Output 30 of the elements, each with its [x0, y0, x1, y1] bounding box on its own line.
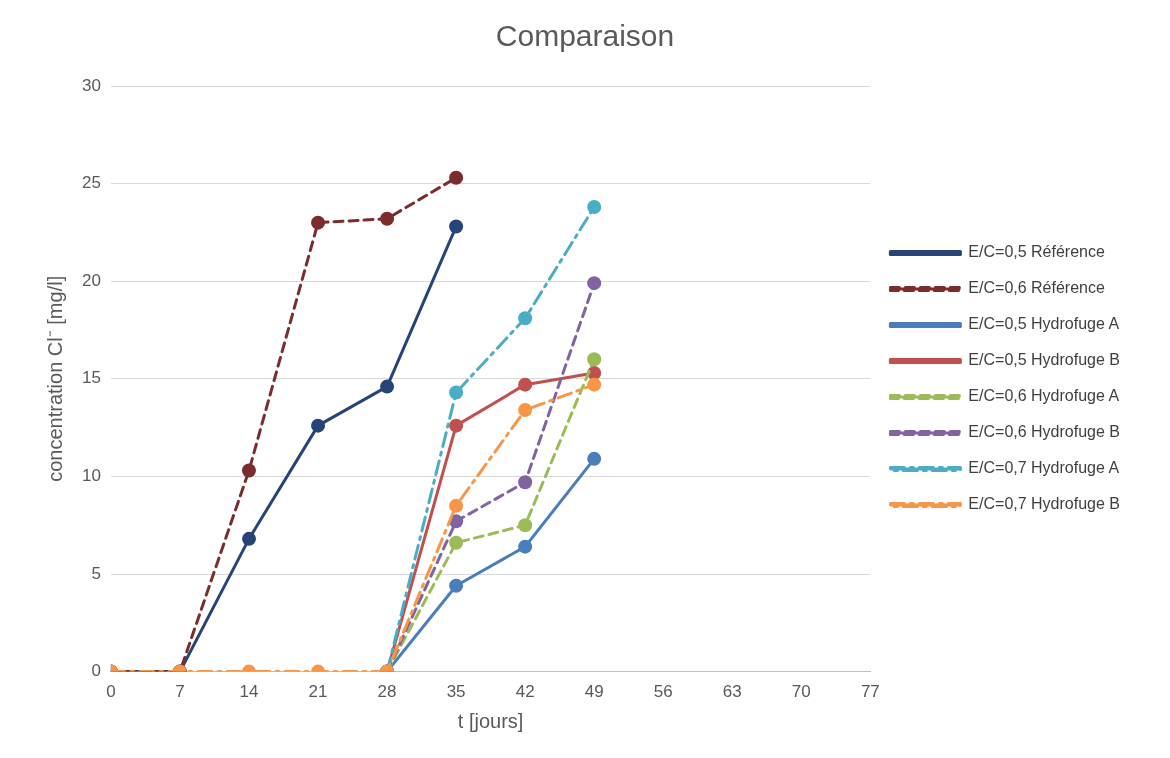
y-tick-label: 15 [81, 368, 101, 388]
x-tick-label: 7 [175, 682, 185, 702]
x-tick-label: 77 [860, 682, 880, 702]
y-axis-title: concentration Cl⁻ [mg/l] [43, 275, 66, 482]
legend-label: E/C=0,5 Hydrofuge A [968, 315, 1120, 333]
x-tick-label: 63 [722, 682, 742, 702]
x-tick-label: 70 [791, 682, 811, 702]
y-tick-label: 25 [81, 173, 101, 193]
x-tick-label: 28 [377, 682, 397, 702]
chart-title: Comparaison [495, 19, 675, 53]
legend-label: E/C=0,6 Hydrofuge A [968, 387, 1120, 405]
y-tick-label: 30 [81, 75, 101, 95]
legend-label: E/C=0,6 Référence [968, 279, 1105, 297]
x-tick-label: 49 [584, 682, 604, 702]
y-tick-label: 10 [81, 466, 101, 486]
y-tick-label: 0 [91, 661, 101, 681]
legend-label: E/C=0,7 Hydrofuge B [968, 495, 1120, 513]
x-tick-label: 35 [446, 682, 466, 702]
legend-label: E/C=0,5 Référence [968, 243, 1105, 261]
x-axis-title: t [jours] [457, 709, 524, 732]
x-tick-label: 0 [106, 682, 116, 702]
legend-label: E/C=0,5 Hydrofuge B [968, 351, 1120, 369]
x-tick-label: 21 [308, 682, 328, 702]
legend-label: E/C=0,6 Hydrofuge B [968, 423, 1120, 441]
x-tick-label: 42 [515, 682, 535, 702]
x-tick-label: 14 [239, 682, 259, 702]
x-tick-label: 56 [653, 682, 673, 702]
y-tick-label: 5 [91, 563, 101, 583]
legend-label: E/C=0,7 Hydrofuge A [968, 459, 1120, 477]
y-tick-label: 20 [81, 270, 101, 290]
